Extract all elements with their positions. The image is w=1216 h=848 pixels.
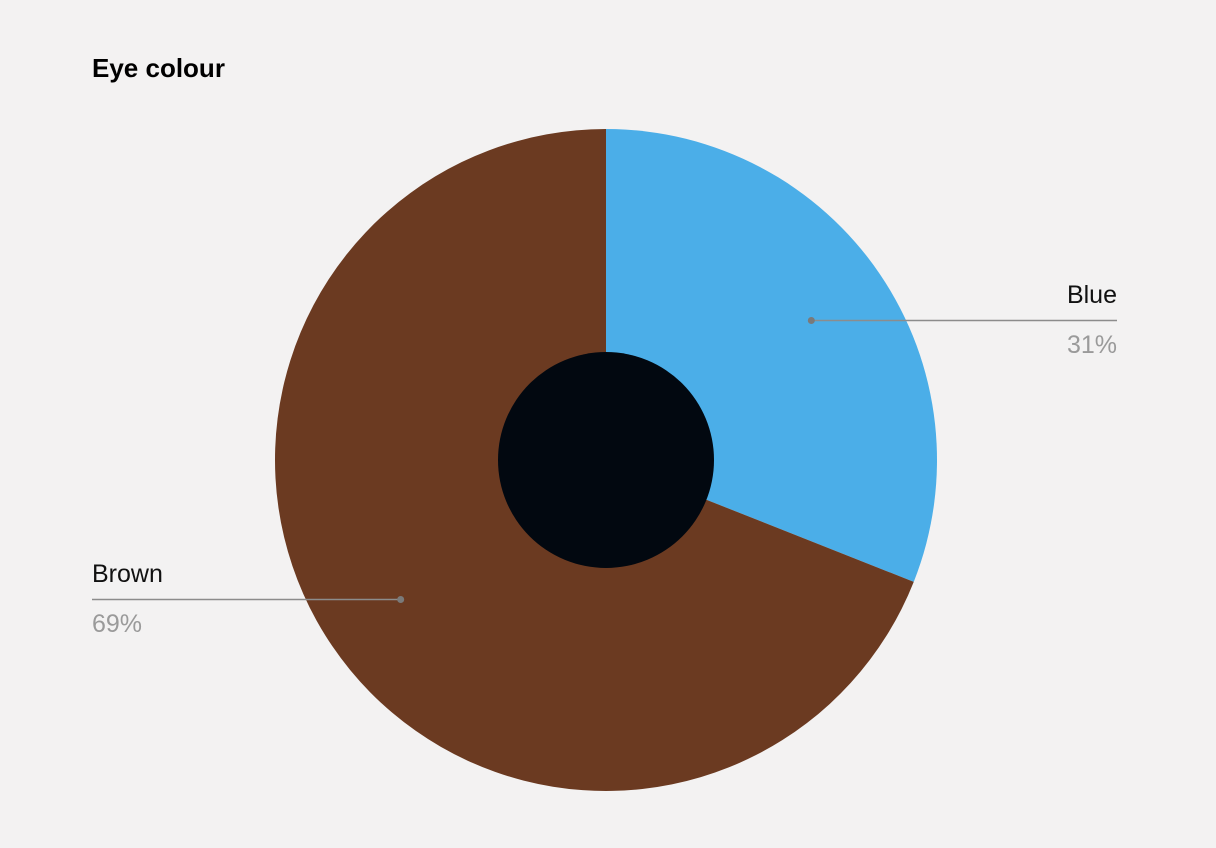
slice-label: Brown	[92, 560, 163, 588]
chart-title: Eye colour	[92, 53, 225, 83]
slice-label: Blue	[1067, 281, 1117, 309]
slice-value-label: 69%	[92, 610, 142, 638]
slice-value-label: 31%	[1067, 331, 1117, 359]
leader-dot	[807, 316, 815, 324]
leader-dot	[397, 596, 405, 604]
donut-hole	[498, 352, 714, 568]
